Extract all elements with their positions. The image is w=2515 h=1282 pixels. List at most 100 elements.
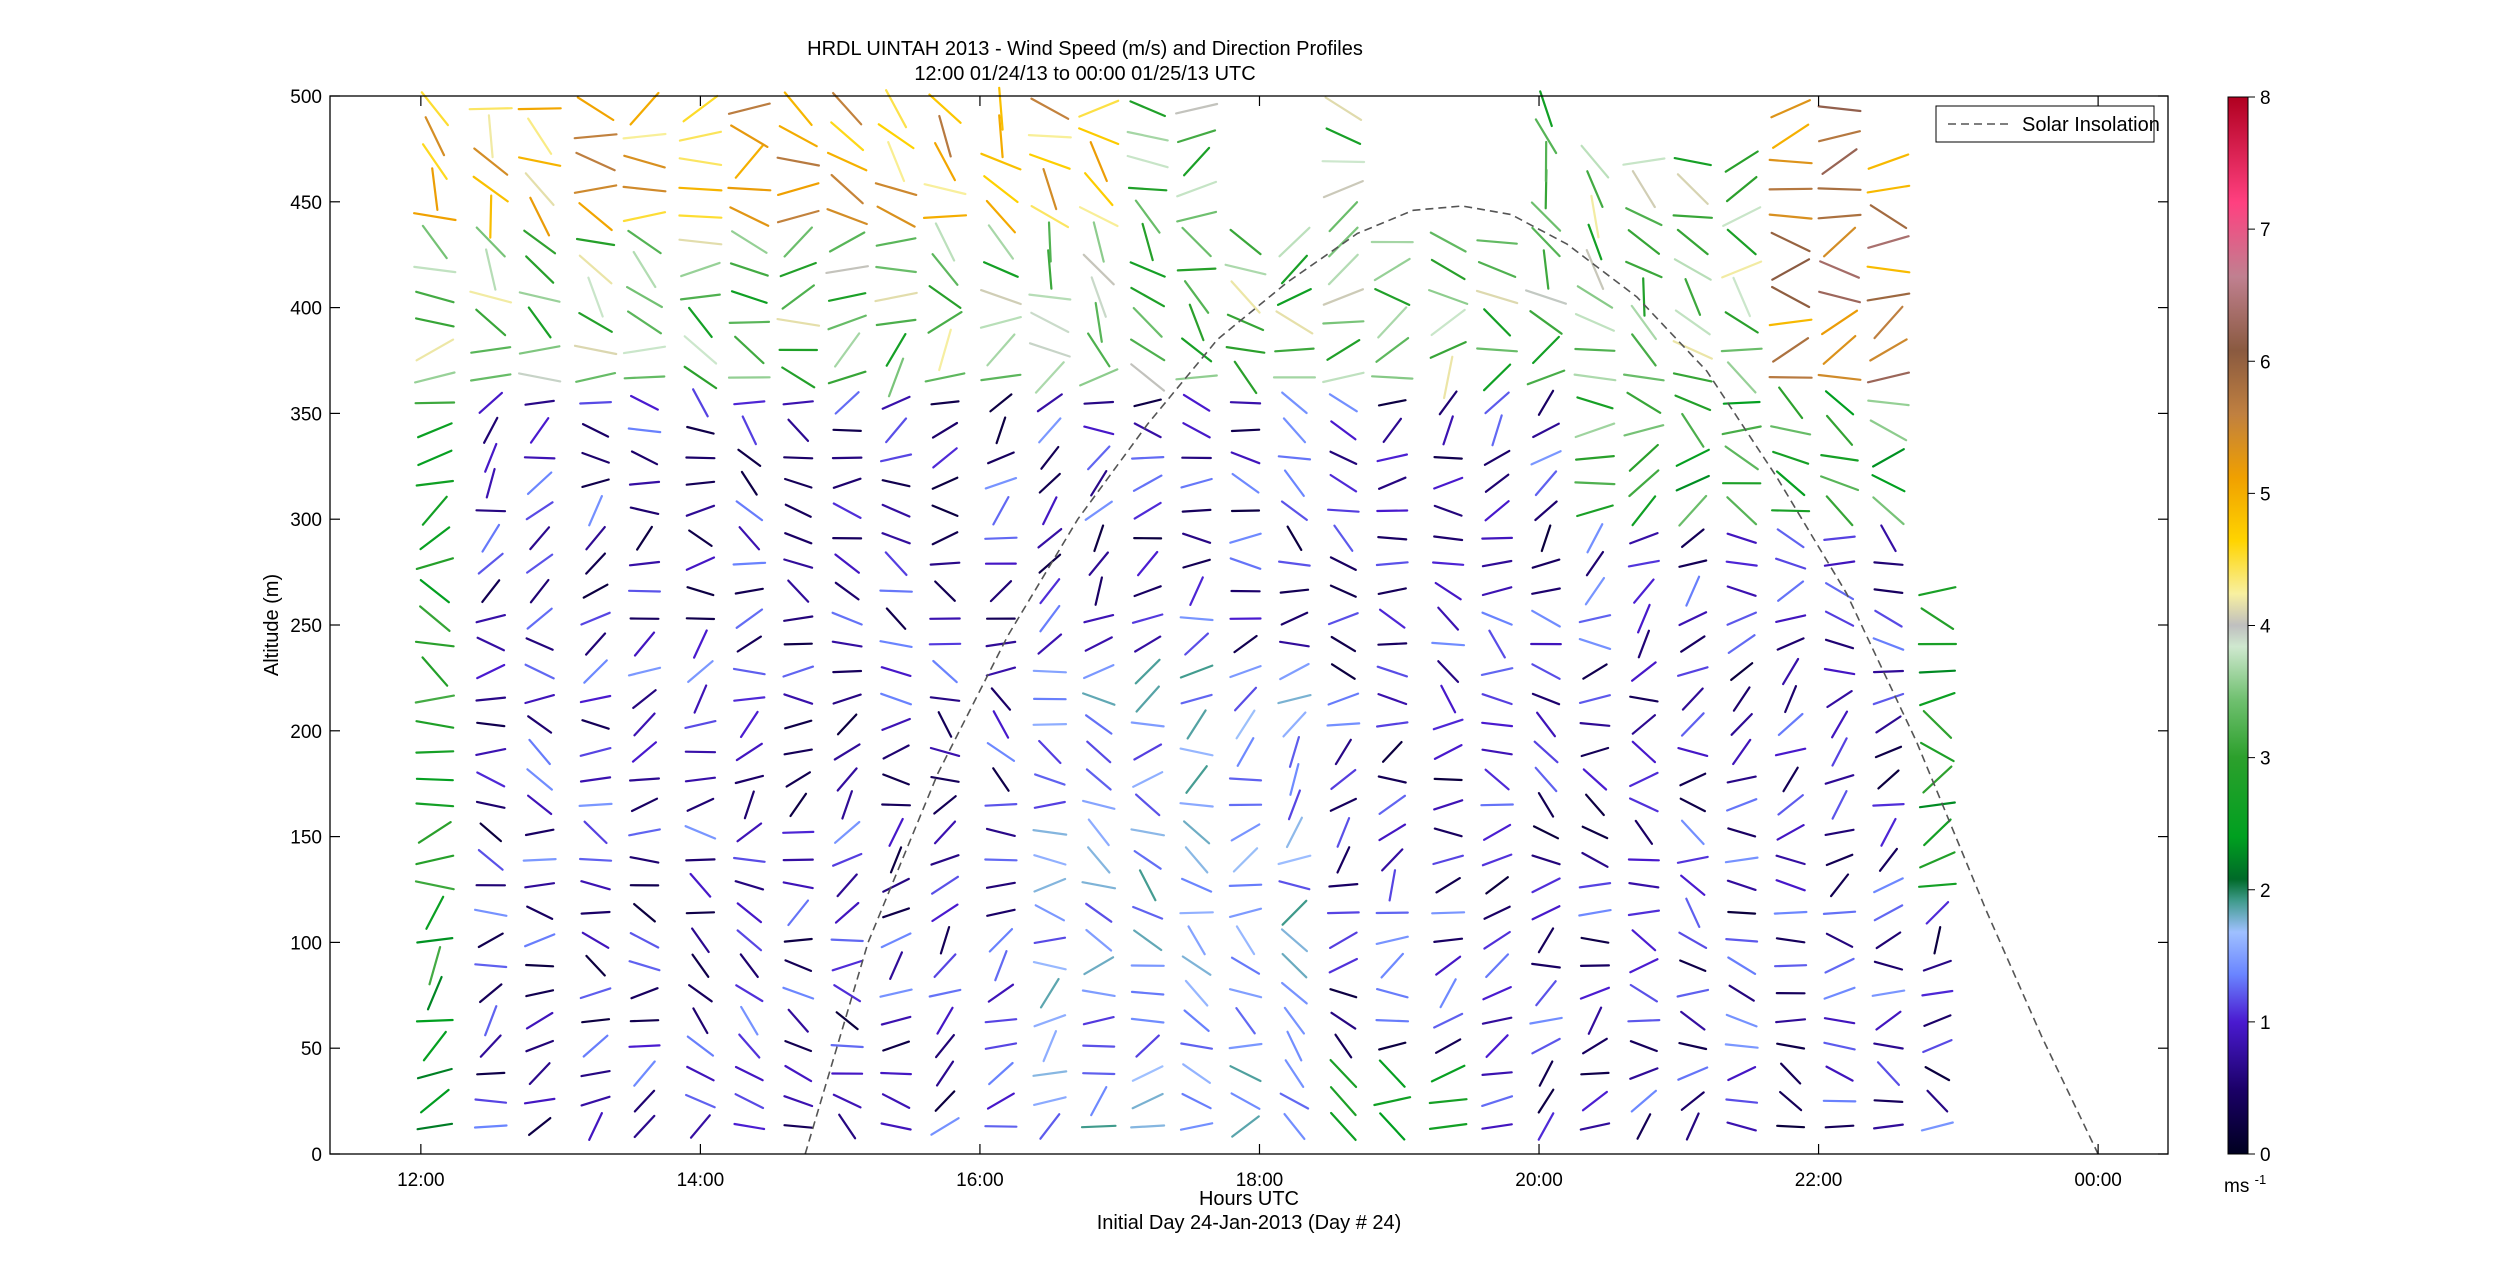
wind-vector (1329, 584, 1357, 598)
wind-vector (1374, 288, 1411, 306)
wind-vector (1873, 1099, 1904, 1104)
wind-vector (1678, 1041, 1708, 1051)
wind-vector (415, 1018, 454, 1023)
wind-vector (476, 721, 506, 728)
wind-vector (1228, 883, 1263, 888)
wind-vector (1277, 854, 1312, 866)
wind-vector (1027, 134, 1072, 139)
wind-vector (1087, 818, 1110, 847)
wind-vector (1771, 258, 1811, 281)
wind-vector (980, 152, 1022, 171)
wind-vector (1867, 235, 1910, 249)
wind-vector (1283, 469, 1305, 497)
wind-vector (783, 477, 813, 489)
x-tick-label: 22:00 (1795, 1170, 1843, 1191)
wind-vector (1378, 1059, 1406, 1088)
wind-vector (1134, 199, 1161, 234)
wind-vector (1629, 531, 1659, 545)
wind-vector (1534, 766, 1558, 793)
wind-vector (1484, 768, 1510, 791)
wind-vector (1817, 213, 1862, 220)
wind-vector (1824, 828, 1855, 837)
wind-vector (1627, 229, 1661, 255)
wind-vector (1775, 879, 1806, 892)
wind-vector (1433, 535, 1464, 542)
wind-vector (880, 666, 912, 678)
wind-vector (1529, 310, 1563, 335)
wind-vector (1321, 160, 1366, 164)
wind-vector (1777, 712, 1804, 737)
wind-vector (1033, 854, 1067, 866)
wind-vector (1727, 634, 1756, 655)
wind-vector (1379, 1112, 1406, 1141)
wind-vector (632, 689, 657, 710)
wind-vector (1531, 609, 1561, 628)
wind-vector (1129, 100, 1167, 118)
wind-vector (524, 399, 555, 406)
wind-vector (1434, 1038, 1462, 1054)
wind-vector (1535, 980, 1557, 1007)
wind-vector (1428, 1122, 1468, 1131)
wind-vector (1777, 794, 1804, 816)
wind-vector (1817, 187, 1862, 191)
wind-vector (1869, 419, 1908, 442)
wind-vector (1030, 97, 1070, 120)
wind-vector (1679, 797, 1707, 813)
wind-vector (1773, 964, 1808, 968)
wind-vector (1829, 873, 1850, 898)
wind-vector (937, 711, 953, 738)
wind-vector (1230, 956, 1261, 975)
wind-vector (1281, 391, 1308, 415)
wind-vector (1081, 799, 1116, 810)
wind-vector (629, 506, 660, 516)
wind-vector (1042, 496, 1058, 526)
colorbar-tick-label: 7 (2260, 220, 2271, 241)
wind-vector (522, 857, 557, 862)
wind-vector (524, 172, 555, 206)
wind-vector (1038, 739, 1062, 765)
wind-vector (1433, 476, 1464, 490)
wind-vector (1774, 747, 1807, 757)
wind-vector (633, 1089, 656, 1113)
wind-vector (1770, 425, 1812, 436)
wind-vector (831, 640, 863, 648)
wind-vector (473, 147, 509, 176)
wind-vector (1874, 609, 1903, 628)
wind-vector (1770, 231, 1811, 253)
wind-vector (979, 289, 1022, 306)
wind-vector (998, 114, 1004, 159)
wind-vector (1136, 550, 1159, 577)
wind-vector (1482, 363, 1512, 392)
wind-vector (935, 1060, 955, 1087)
wind-vector (1181, 532, 1212, 544)
wind-vector (1539, 90, 1553, 128)
wind-vector (420, 91, 449, 127)
wind-vector (1537, 791, 1555, 818)
wind-vector (1625, 207, 1663, 227)
wind-vector (1485, 876, 1509, 895)
x-tick-label: 12:00 (397, 1170, 445, 1191)
wind-vector (527, 715, 553, 734)
wind-vector (1327, 692, 1360, 706)
wind-vector (929, 561, 961, 566)
wind-vector (1873, 305, 1904, 340)
wind-vector (1724, 311, 1759, 334)
wind-vector (1920, 607, 1955, 631)
wind-vector (477, 932, 504, 949)
wind-vector (783, 642, 813, 646)
wind-vector (1030, 205, 1070, 229)
wind-vector (415, 750, 455, 754)
wind-vector (1732, 276, 1752, 318)
wind-vector (1280, 928, 1309, 953)
wind-vector (1574, 481, 1616, 486)
wind-vector (1378, 823, 1407, 842)
wind-vector (1636, 1113, 1652, 1140)
wind-vector (730, 230, 768, 254)
wind-vector (922, 214, 968, 219)
wind-vector (1677, 746, 1709, 758)
wind-vector (1867, 153, 1910, 170)
wind-vector (1322, 180, 1364, 199)
wind-vector (622, 211, 667, 223)
wind-vector (1130, 456, 1165, 460)
wind-vector (414, 640, 455, 648)
